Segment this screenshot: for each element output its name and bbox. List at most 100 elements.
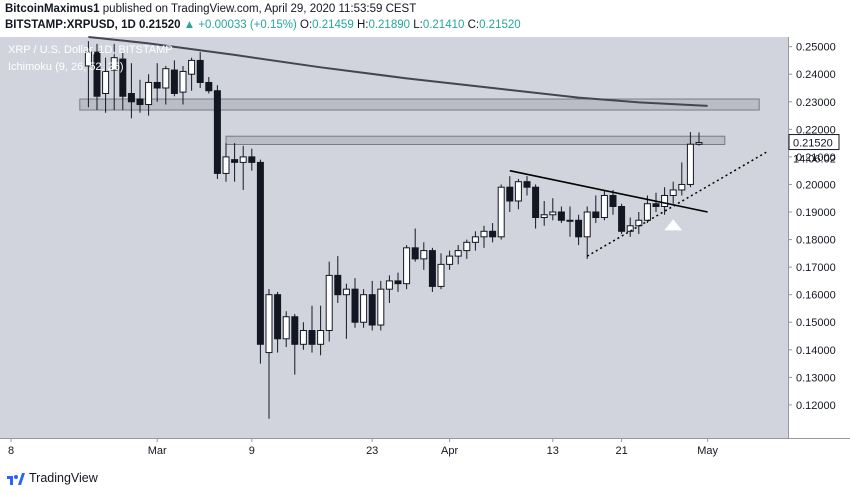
ohlc-line: BITSTAMP:XRPUSD, 1D 0.21520 ▲ +0.00033 (…	[5, 19, 521, 31]
candle-body-down	[557, 211, 565, 221]
candle	[626, 217, 634, 237]
candle	[489, 223, 497, 243]
time-tick-label: Apr	[441, 445, 458, 457]
moving-average	[88, 36, 708, 107]
candle	[549, 198, 557, 221]
arrow-up-icon	[664, 219, 683, 231]
time-tick-label: Mar	[148, 445, 167, 457]
candle-body-down	[575, 219, 583, 238]
candle-body-down	[127, 92, 135, 103]
candle-body-up	[514, 181, 522, 202]
candle-body-up	[678, 183, 686, 191]
candle-body-down	[609, 194, 617, 207]
candle	[678, 162, 686, 196]
time-tick-label: 13	[547, 445, 559, 457]
candle	[695, 132, 703, 146]
candle-body-up	[162, 68, 170, 89]
candle	[231, 143, 239, 182]
candle	[523, 176, 531, 196]
candle	[299, 322, 307, 350]
price-tick-label: 0.16000	[796, 290, 836, 302]
time-tick-label: 23	[366, 445, 378, 457]
plot-area[interactable]	[0, 37, 788, 438]
candle-body-up	[471, 236, 479, 243]
candle-body-down	[532, 186, 540, 219]
candle	[497, 184, 505, 240]
candle	[136, 79, 144, 113]
candle	[600, 189, 608, 221]
candle-body-up	[403, 247, 411, 285]
markers	[664, 219, 683, 231]
candle	[661, 187, 669, 215]
price-tick-label: 0.18000	[796, 235, 836, 247]
candle-body-down	[93, 51, 101, 97]
candle-body-down	[351, 288, 359, 323]
candle-body-down	[523, 181, 531, 188]
candle	[188, 57, 196, 91]
author-name[interactable]: BitcoinMaximus1	[5, 3, 100, 15]
candle-body-up	[540, 214, 548, 219]
price-chart[interactable]: 0.25000 0.24000 0.23000 0.22000 0.21000 0.200…	[0, 0, 850, 462]
candle-body-down	[274, 294, 282, 340]
low-label: L:	[413, 19, 423, 31]
candle-body-up	[463, 241, 471, 252]
candle	[394, 272, 402, 292]
price-tag: 0.21520 14:06:02	[788, 134, 840, 166]
candle	[428, 247, 436, 292]
price-tick-label: 0.20000	[796, 179, 836, 191]
candle-body-down	[428, 250, 436, 287]
candle-body-up	[110, 57, 118, 71]
candle-body-up	[299, 330, 307, 345]
price-tick-label: 0.14000	[796, 345, 836, 357]
candle-body-down	[256, 161, 264, 345]
candle	[248, 148, 256, 171]
close-label: C:	[467, 19, 480, 31]
price-axis[interactable]	[788, 37, 850, 438]
candle	[239, 145, 247, 190]
tradingview-brand[interactable]: TradingView	[29, 471, 98, 485]
candle-body-up	[686, 143, 694, 185]
candle-body-up	[669, 189, 677, 196]
candle	[291, 313, 299, 375]
price-tick-label: 0.22000	[796, 124, 836, 136]
candle	[411, 228, 419, 262]
resistance-zone-2	[225, 135, 726, 145]
candle	[454, 245, 462, 265]
candle-body-up	[420, 250, 428, 260]
candle	[471, 231, 479, 251]
price-tick-label: 0.25000	[796, 42, 836, 54]
time-ticks: 8 Mar 9 23 Apr 13 21 May	[8, 438, 718, 457]
candle	[119, 52, 127, 111]
candle-body-down	[196, 59, 204, 83]
tradingview-logo-icon[interactable]	[6, 472, 26, 486]
candle	[506, 176, 514, 213]
candle	[403, 245, 411, 290]
candle-body-down	[248, 156, 256, 163]
candle-body-down	[506, 186, 514, 202]
candle-body-up	[566, 219, 574, 222]
candle	[256, 159, 264, 364]
legend-title: XRP / U.S. Dollar, 1D, BITSTAMP	[8, 44, 173, 56]
candle-body-up	[626, 225, 634, 232]
candle-body-down	[170, 69, 178, 94]
candle	[360, 289, 368, 328]
candle-body-down	[592, 211, 600, 219]
candle	[162, 65, 170, 105]
candle	[102, 57, 110, 113]
candles	[84, 41, 703, 419]
candle	[265, 289, 273, 419]
candle	[592, 195, 600, 224]
candle	[274, 291, 282, 353]
candle-body-up	[446, 255, 454, 265]
countdown-label: 14:06:02	[793, 154, 836, 166]
candle-body-up	[325, 274, 333, 332]
candle	[420, 242, 428, 270]
candle	[153, 63, 161, 102]
time-axis[interactable]	[0, 438, 850, 462]
candle-body-up	[635, 219, 643, 227]
candle	[480, 225, 488, 248]
candle	[222, 143, 230, 182]
candle-body-up	[342, 288, 350, 296]
candle	[127, 63, 135, 119]
candle-body-up	[360, 294, 368, 323]
